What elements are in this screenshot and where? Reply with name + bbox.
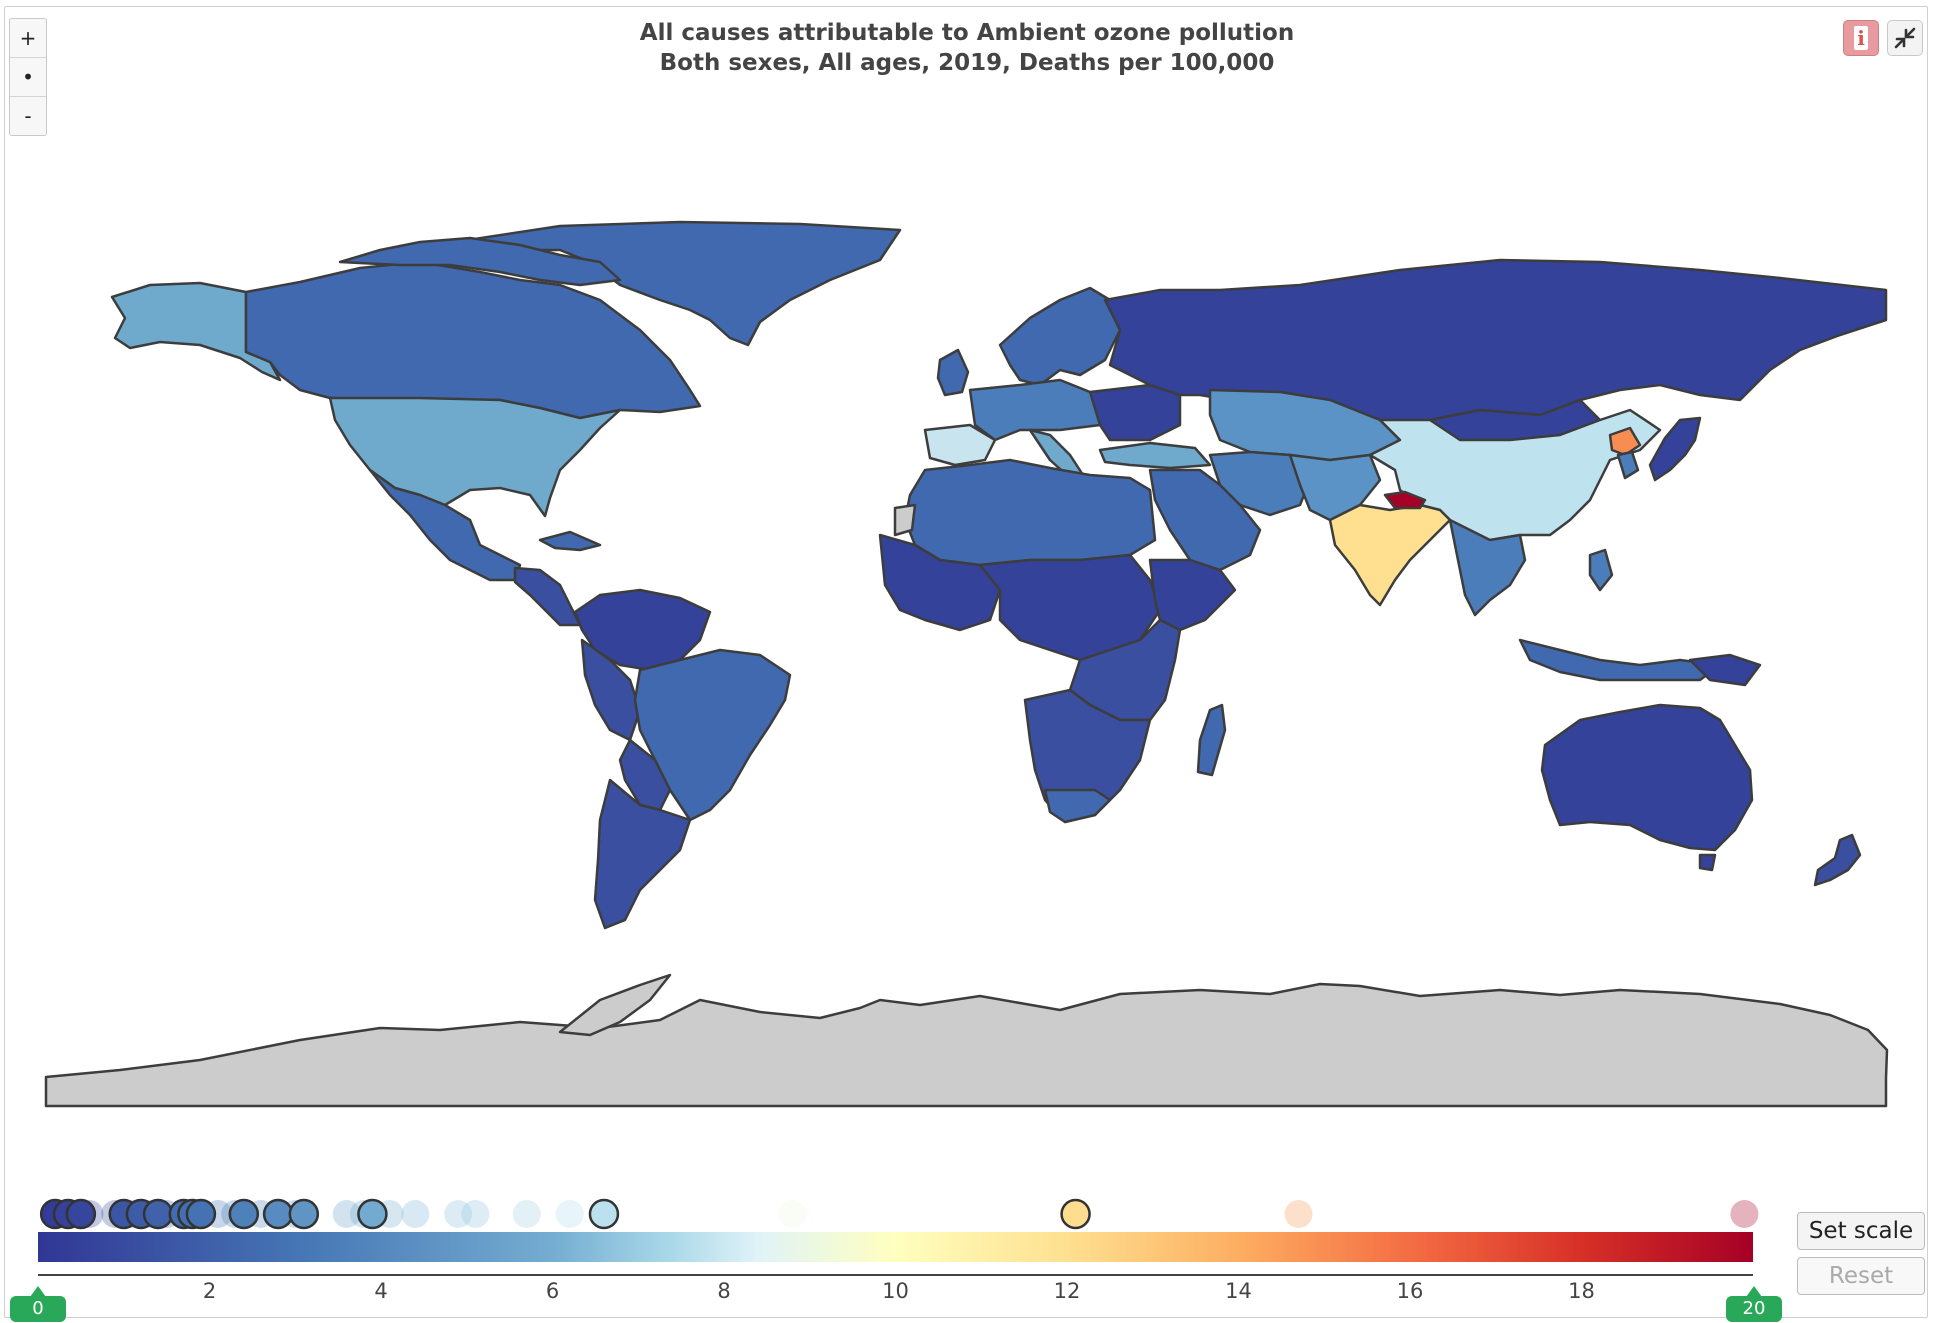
legend-dot-highlighted[interactable] [588,1198,620,1230]
map-horn-of-africa[interactable] [1148,558,1237,632]
map-alaska[interactable] [110,281,282,382]
map-west-sahara[interactable] [893,503,917,537]
map-scandinavia[interactable] [998,286,1122,387]
legend-dot-highlighted[interactable] [185,1198,217,1230]
color-scale-bar[interactable] [38,1232,1753,1262]
map-china[interactable] [1368,408,1662,542]
legend-dot-faded [1284,1200,1313,1228]
map-iberia[interactable] [923,423,997,467]
tick-label: 12 [1053,1279,1081,1303]
map-cuba[interactable] [538,530,602,552]
legend-dot-faded [1730,1200,1759,1228]
tick-label: 16 [1396,1279,1424,1303]
map-southeast-asia[interactable] [1448,518,1527,617]
legend-dot-highlighted[interactable] [288,1198,320,1230]
legend-dot-highlighted[interactable] [1060,1198,1091,1230]
map-west-africa[interactable] [878,533,1002,632]
legend-dot-faded [444,1200,473,1228]
map-russia[interactable] [1103,258,1888,422]
map-philippines[interactable] [1588,548,1614,592]
legend-dot-highlighted[interactable] [357,1198,388,1230]
map-australia[interactable] [1540,703,1754,852]
map-new-zealand[interactable] [1813,833,1862,887]
color-scale-axis [38,1274,1753,1276]
zoom-out-button[interactable]: - [24,104,32,128]
tick-label: 18 [1568,1279,1595,1303]
legend-dot-highlighted[interactable] [65,1198,97,1230]
zoom-control: + • - [9,18,47,136]
tick-label: 14 [1225,1279,1252,1303]
map-canada-islands[interactable] [338,236,622,287]
map-new-guinea[interactable] [1688,653,1762,687]
legend-dot-faded [778,1200,807,1228]
legend-dot-faded [332,1200,361,1228]
map-arabia[interactable] [1148,468,1262,572]
reset-button[interactable]: Reset [1797,1257,1925,1295]
set-scale-button[interactable]: Set scale [1797,1212,1925,1250]
map-antarctica[interactable] [44,982,1889,1108]
map-turkey[interactable] [1098,441,1212,470]
tick-label: 2 [202,1279,217,1303]
map-south-africa[interactable] [1043,788,1112,824]
map-brazil[interactable] [633,648,792,822]
legend-dot-faded [401,1200,430,1228]
map-uk[interactable] [936,348,970,397]
title-line-1: All causes attributable to Ambient ozone… [639,20,1295,46]
map-nepal[interactable] [1383,490,1427,510]
map-japan[interactable] [1648,416,1702,482]
scale-min-handle[interactable]: 0 [10,1286,66,1322]
map-india[interactable] [1328,503,1452,607]
legend-dot-highlighted[interactable] [262,1198,294,1230]
zoom-in-button[interactable]: + [10,19,46,58]
legend-dot-highlighted[interactable] [228,1198,260,1230]
legend-dot-faded [555,1200,584,1228]
map-canada[interactable] [244,260,702,420]
map-argentina-chile[interactable] [593,778,692,930]
info-button[interactable]: i [1843,20,1879,56]
scale-max-handle[interactable]: 20 [1726,1286,1782,1322]
tick-label: 6 [545,1279,560,1303]
map-central-america[interactable] [513,566,582,627]
collapse-icon [1894,27,1916,49]
map-south-korea[interactable] [1616,450,1640,480]
legend-dot-highlighted[interactable] [142,1198,174,1230]
map-madagascar[interactable] [1196,703,1227,777]
map-tasmania[interactable] [1698,853,1717,872]
map-north-korea[interactable] [1608,426,1642,457]
map-western-europe[interactable] [968,378,1112,442]
tick-label: 10 [882,1279,909,1303]
map-antarctic-peninsula[interactable] [558,973,672,1037]
tick-label: 4 [374,1279,388,1303]
legend-dot-faded [512,1200,541,1228]
map-eastern-europe[interactable] [1088,383,1182,442]
legend-value-dots [39,1198,1759,1230]
map-frame [4,6,1928,1318]
title-line-2: Both sexes, All ages, 2019, Deaths per 1… [659,50,1275,76]
tick-label: 8 [717,1279,731,1303]
map-north-africa[interactable] [903,458,1157,567]
collapse-button[interactable] [1887,20,1923,56]
zoom-reset-button[interactable]: • [10,58,46,97]
legend-dot-faded [461,1200,490,1228]
map-title: All causes attributable to Ambient ozone… [0,18,1934,78]
info-icon: i [1854,26,1868,50]
